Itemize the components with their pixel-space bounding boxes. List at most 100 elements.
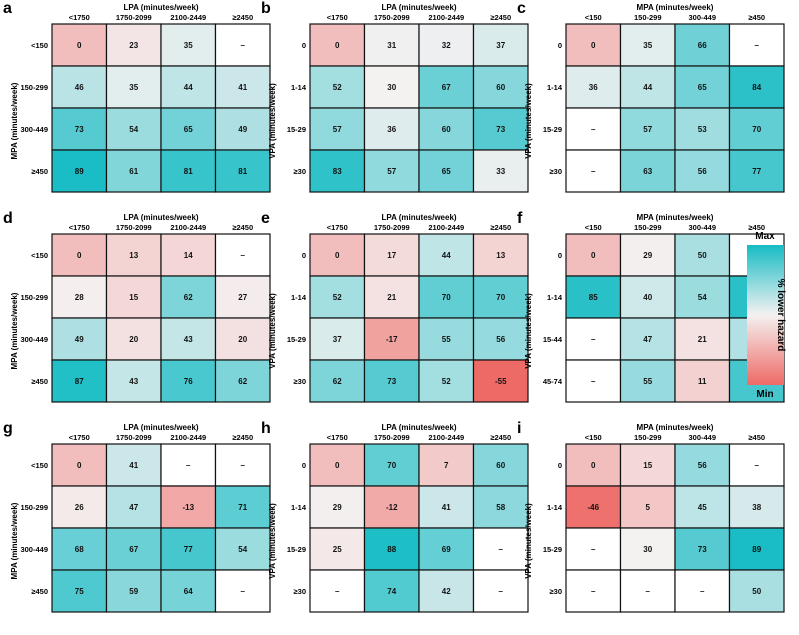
heatmap-cell [728, 527, 785, 571]
heatmap-panel-a: a LPA (minutes/week) MPA (minutes/week) <17… [3, 0, 271, 193]
cell-value-label: 57 [643, 125, 652, 134]
cell-value-label: 49 [238, 125, 247, 134]
cell-value-label: – [700, 587, 705, 596]
x-tick-label: ≥2450 [232, 13, 253, 22]
cell-value-label: – [241, 587, 246, 596]
y-tick-label: 0 [302, 41, 306, 50]
y-axis-title: VPA (minutes/week) [268, 503, 277, 579]
heatmap-cell [363, 359, 420, 403]
heatmap-cell [472, 569, 529, 613]
heatmap-panel-e: e LPA (minutes/week) VPA (minutes/week) <17… [261, 210, 529, 403]
cell-value-label: – [241, 41, 246, 50]
heatmap-cell [728, 569, 785, 613]
heatmap-cell [472, 485, 529, 529]
heatmap-cell [728, 485, 785, 529]
heatmap-cell [105, 107, 162, 151]
cell-value-label: 84 [752, 83, 761, 92]
heatmap-cell [160, 527, 217, 571]
cell-value-label: 71 [238, 503, 247, 512]
heatmap-cell [363, 275, 420, 319]
heatmap-cell [160, 275, 217, 319]
cell-value-label: 56 [496, 335, 505, 344]
heatmap-cell [105, 23, 162, 67]
cell-value-label: 70 [442, 293, 451, 302]
cell-value-label: 32 [442, 41, 451, 50]
cell-value-label: – [755, 41, 760, 50]
y-axis-title: MPA (minutes/week) [10, 502, 19, 579]
y-tick-label: 300-449 [20, 335, 48, 344]
heatmap-cell [160, 233, 217, 277]
y-tick-label: 45-74 [543, 377, 563, 386]
y-tick-label: 1-14 [547, 503, 563, 512]
heatmap-cell [619, 149, 676, 193]
cell-value-label: – [591, 167, 596, 176]
heatmap-cell [51, 275, 108, 319]
panel-label: h [261, 420, 271, 437]
y-tick-label: 15-29 [287, 125, 306, 134]
heatmap-cell [418, 149, 475, 193]
cell-value-label: 44 [442, 251, 451, 260]
heatmap-cell [363, 65, 420, 109]
cell-value-label: -13 [182, 503, 194, 512]
y-tick-label: 300-449 [20, 545, 48, 554]
cell-value-label: – [186, 461, 191, 470]
cell-value-label: 56 [698, 167, 707, 176]
cell-value-label: 74 [387, 587, 396, 596]
heatmap-cell [309, 275, 366, 319]
y-tick-label: 0 [558, 41, 562, 50]
cell-value-label: – [755, 461, 760, 470]
cell-value-label: 42 [442, 587, 451, 596]
x-tick-label: 1750-2099 [116, 433, 152, 442]
cell-value-label: 35 [643, 41, 652, 50]
x-axis-title: MPA (minutes/week) [637, 423, 714, 432]
cell-value-label: 67 [442, 83, 451, 92]
heatmap-panel-f: f MPA (minutes/week) VPA (minutes/week) <15… [517, 210, 785, 403]
panel-label: d [3, 210, 13, 227]
cell-value-label: 30 [387, 83, 396, 92]
y-axis-title: VPA (minutes/week) [268, 83, 277, 159]
heatmap-cell [51, 569, 108, 613]
cell-value-label: 73 [496, 125, 505, 134]
heatmap-cell [418, 317, 475, 361]
heatmap-cell [418, 65, 475, 109]
heatmap-cell [472, 527, 529, 571]
y-tick-label: 150-299 [20, 503, 48, 512]
heatmap-panel-d: d LPA (minutes/week) MPA (minutes/week) <17… [3, 210, 271, 403]
cell-value-label: 54 [698, 293, 707, 302]
heatmap-cell [309, 317, 366, 361]
y-tick-label: ≥450 [31, 587, 48, 596]
x-axis-title: LPA (minutes/week) [381, 3, 456, 12]
cell-value-label: 54 [129, 125, 138, 134]
x-tick-label: 1750-2099 [374, 433, 410, 442]
x-tick-label: <1750 [69, 433, 90, 442]
y-tick-label: 300-449 [20, 125, 48, 134]
x-tick-label: <150 [585, 223, 602, 232]
cell-value-label: 55 [442, 335, 451, 344]
cell-value-label: 49 [75, 335, 84, 344]
cell-value-label: 40 [643, 293, 652, 302]
y-tick-label: 0 [302, 251, 306, 260]
cell-value-label: 76 [184, 377, 193, 386]
cell-value-label: 50 [698, 251, 707, 260]
cell-value-label: 52 [442, 377, 451, 386]
cell-value-label: 61 [129, 167, 138, 176]
x-tick-label: <1750 [69, 223, 90, 232]
cell-value-label: 21 [387, 293, 396, 302]
panel-label: b [261, 0, 271, 17]
x-tick-label: <1750 [327, 223, 348, 232]
cell-value-label: 43 [184, 335, 193, 344]
heatmap-cell [472, 107, 529, 151]
legend-colorbar [747, 245, 784, 385]
x-tick-label: 2100-2449 [170, 13, 206, 22]
y-tick-label: 0 [558, 461, 562, 470]
heatmap-cell [105, 149, 162, 193]
heatmap-cell [214, 23, 271, 67]
x-tick-label: ≥2450 [490, 13, 511, 22]
cell-value-label: – [335, 587, 340, 596]
x-tick-label: 300-449 [688, 223, 716, 232]
heatmap-cell [160, 317, 217, 361]
heatmap-cell [565, 485, 622, 529]
cell-value-label: 89 [75, 167, 84, 176]
y-tick-label: 15-29 [287, 335, 306, 344]
heatmap-cell [674, 443, 731, 487]
